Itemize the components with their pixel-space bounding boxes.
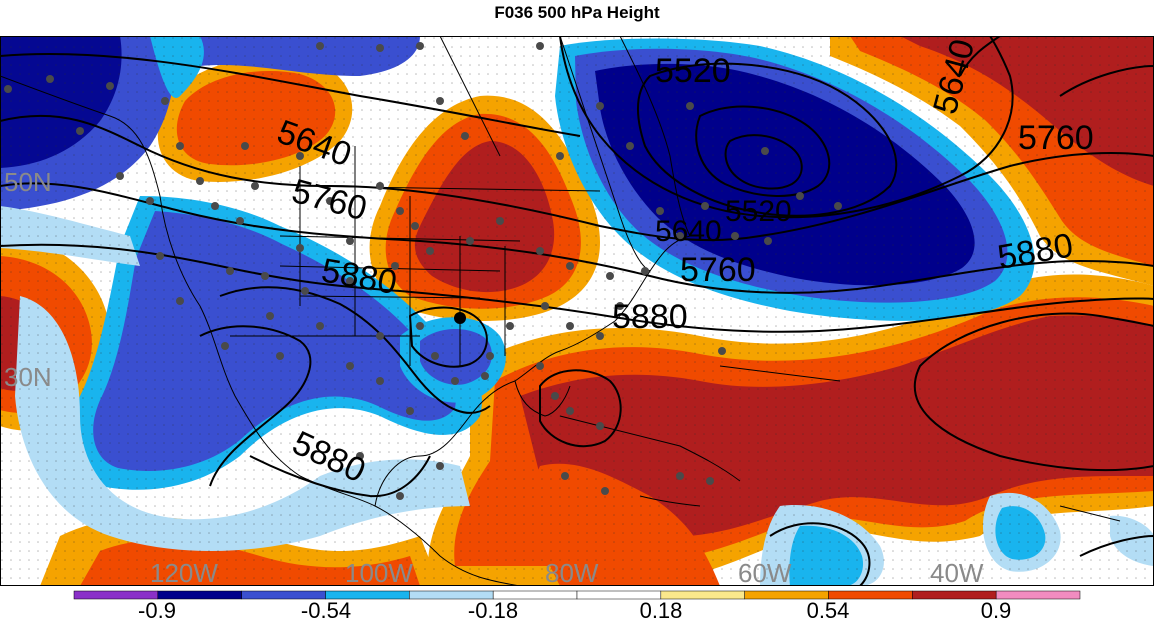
lat-label-30n: 30N [4, 362, 52, 392]
colorbar-tick-neg-0.54: -0.54 [301, 598, 351, 622]
lat-label-50n: 50N [4, 167, 52, 197]
lon-label-120w: 120W [150, 558, 218, 586]
contour-label-5880-center: 5880 [612, 298, 688, 336]
colorbar-tick-0.54: 0.54 [807, 598, 850, 622]
contour-label-5760-center: 5760 [680, 251, 756, 289]
colorbar-tick-0.9: 0.9 [981, 598, 1012, 622]
colorbar-ticks: -0.9 -0.54 -0.18 0.18 0.54 0.9 [138, 598, 1011, 622]
graticule-labels: 50N 30N 120W 100W 80W 60W 40W [4, 167, 984, 586]
lon-label-60w: 60W [738, 558, 792, 586]
map-title: F036 500 hPa Height [494, 3, 660, 22]
contour-label-5760-east: 5760 [1018, 119, 1094, 157]
height-contours [0, 36, 1154, 586]
lon-label-80w: 80W [545, 558, 599, 586]
colorbar: -0.9 -0.54 -0.18 0.18 0.54 0.9 [73, 590, 1081, 622]
forecast-map: 5520 5520 5640 5640 5640 5760 5760 5760 … [0, 36, 1154, 586]
contour-label-5640-center: 5640 [655, 215, 722, 248]
lon-label-100w: 100W [345, 558, 413, 586]
observation-sites [4, 42, 842, 500]
colorbar-swatch [995, 590, 1081, 600]
contour-label-5520-center: 5520 [725, 195, 792, 228]
coastlines [0, 36, 1121, 586]
colorbar-tick-neg-0.18: -0.18 [468, 598, 518, 622]
colorbar-swatches [73, 590, 1081, 600]
contour-label-5520-north: 5520 [655, 52, 731, 90]
colorbar-tick-neg-0.9: -0.9 [138, 598, 176, 622]
lon-label-40w: 40W [930, 558, 984, 586]
colorbar-tick-0.18: 0.18 [640, 598, 683, 622]
shaded-field [0, 36, 1154, 586]
